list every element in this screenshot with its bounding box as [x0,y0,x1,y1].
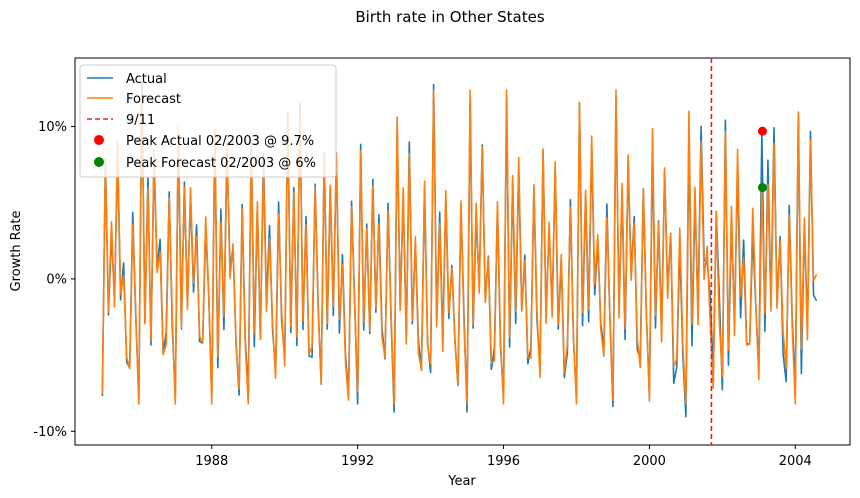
x-tick-label: 1988 [195,454,228,469]
peak-actual-marker [757,126,767,136]
plot-frame [74,57,851,446]
y-tick-label: -10% [33,425,67,440]
x-axis-label: Year [447,474,476,489]
series-forecast-line [101,89,818,405]
legend-label-event: 9/11 [126,113,155,128]
y-axis-ticks: -10% 0% 10% [33,120,75,440]
legend-label-actual: Actual [126,72,167,87]
x-tick-label: 1992 [341,454,374,469]
y-tick-label: 10% [38,120,67,135]
y-axis-label: Growth Rate [9,211,24,292]
chart-title: Birth rate in Other States [355,8,545,26]
legend-label-peak-actual: Peak Actual 02/2003 @ 9.7% [126,134,314,149]
y-tick-label: 0% [46,272,67,287]
x-tick-label: 1996 [487,454,520,469]
legend-box [79,64,337,178]
legend-swatch-peak-actual [94,135,104,145]
x-axis-ticks: 1988 1992 1996 2000 2004 [195,445,812,469]
legend-label-forecast: Forecast [126,92,181,107]
legend: Actual Forecast 9/11 Peak Actual 02/2003… [79,64,337,178]
legend-swatch-peak-forecast [94,157,104,167]
x-tick-label: 2000 [633,454,666,469]
series-layer [101,58,818,445]
legend-label-peak-forecast: Peak Forecast 02/2003 @ 6% [126,156,316,171]
x-tick-label: 2004 [779,454,812,469]
peak-forecast-marker [757,183,767,193]
